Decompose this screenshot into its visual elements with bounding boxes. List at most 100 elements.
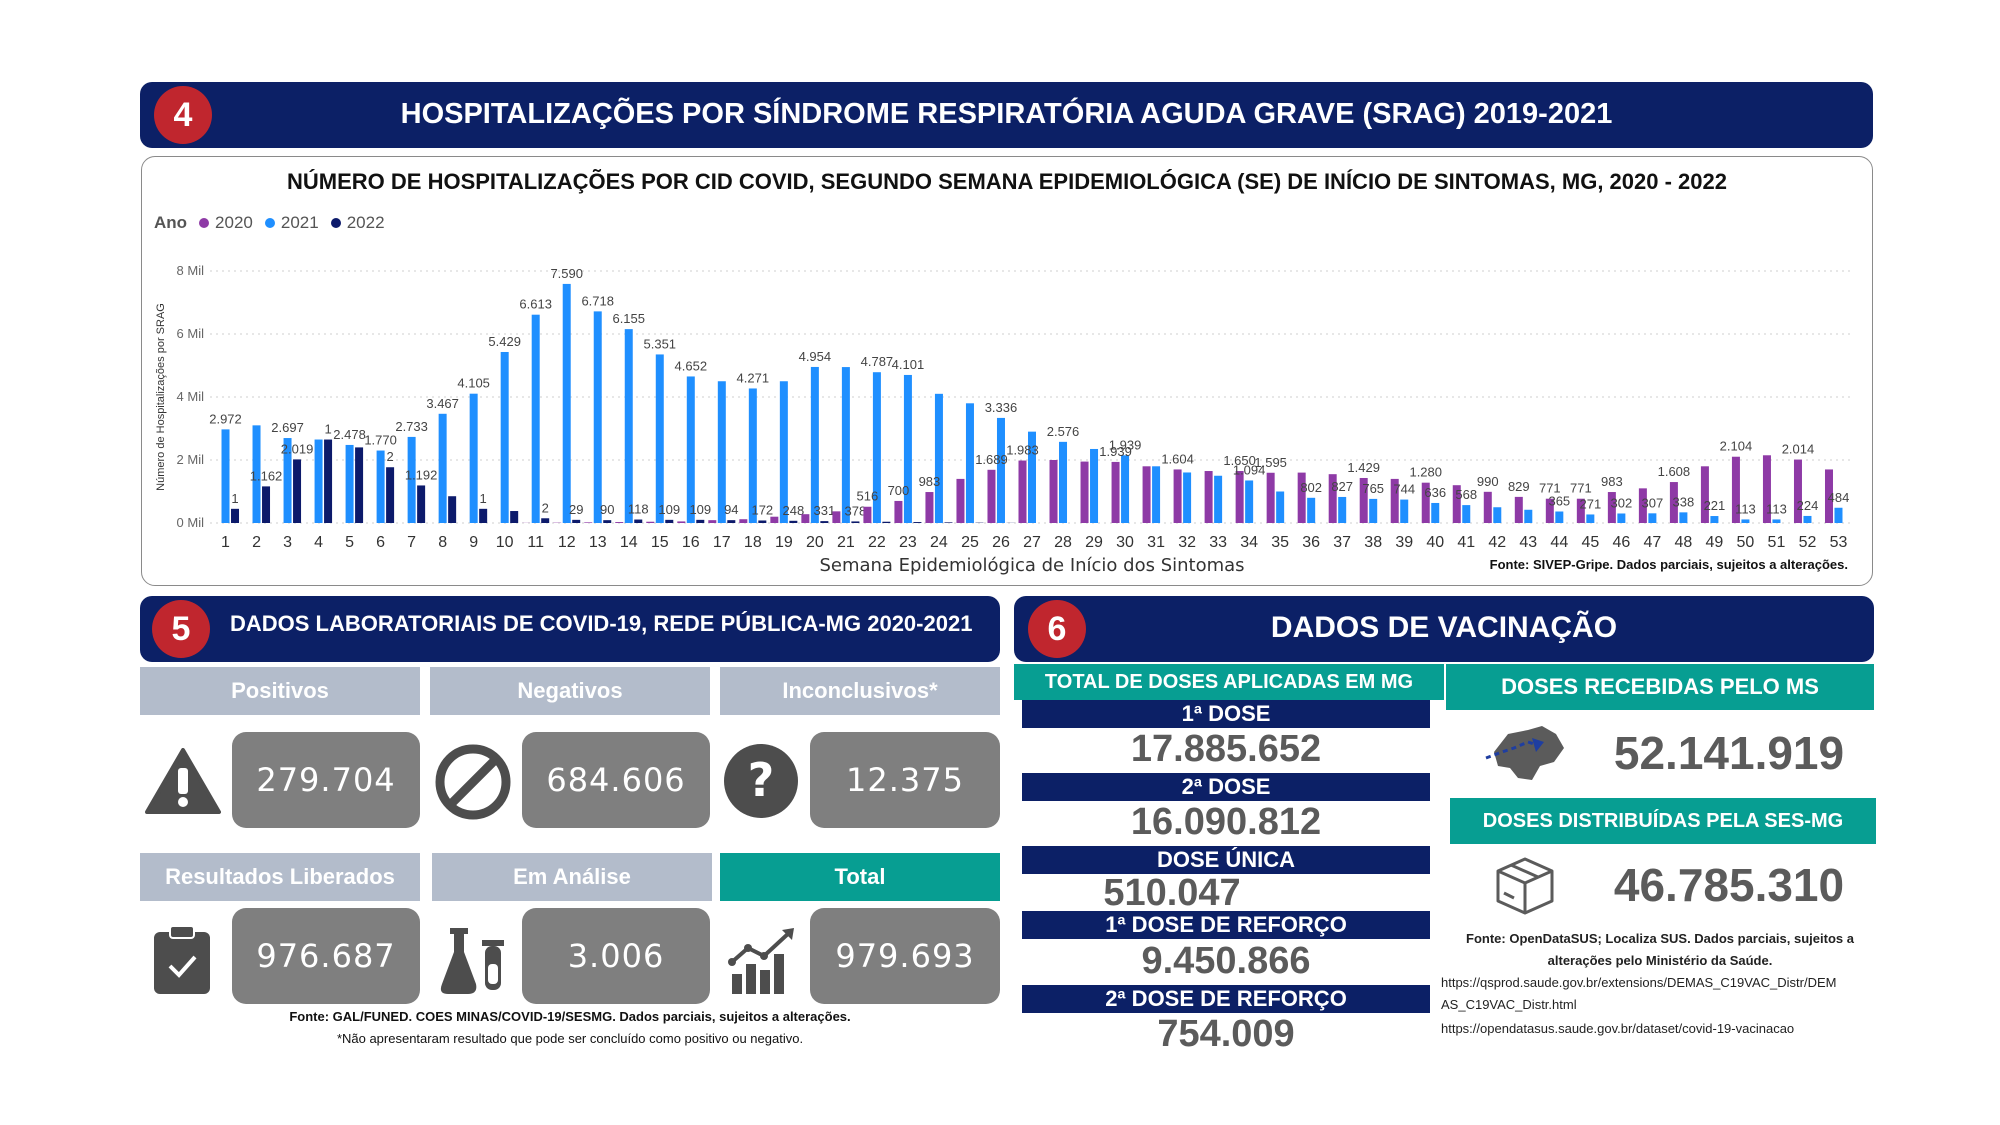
bar-2022 [541, 518, 550, 523]
bar-2021 [903, 374, 912, 523]
x-tick-label: 51 [1768, 534, 1786, 551]
data-label: 2 [542, 500, 549, 515]
x-axis-label: Semana Epidemiológica de Início dos Sint… [819, 555, 1244, 576]
positivos-value: 279.704 [232, 732, 420, 828]
data-label: 2.104 [1720, 439, 1753, 454]
x-tick-label: 5 [345, 534, 354, 551]
bar-2021 [531, 314, 540, 523]
section6-title: DADOS DE VACINAÇÃO [1270, 611, 1618, 644]
bar-2021 [1555, 511, 1564, 523]
bar-2022 [944, 522, 953, 523]
bar-2020 [1328, 474, 1337, 523]
bar-2021 [314, 439, 323, 523]
data-label: 109 [689, 502, 711, 517]
x-tick-label: 34 [1240, 534, 1258, 551]
bar-2020 [1173, 469, 1182, 523]
bar-2021 [1121, 455, 1130, 523]
bar-2020 [1762, 455, 1771, 523]
data-label: 1 [324, 422, 331, 437]
dose2-label: 2ª DOSE [1022, 773, 1430, 801]
data-label: 6.613 [519, 297, 552, 312]
section4-badge: 4 [154, 86, 212, 144]
data-label: 1.604 [1161, 451, 1194, 466]
x-tick-label: 16 [682, 534, 700, 551]
liberados-label: Resultados Liberados [140, 853, 420, 901]
bar-2022 [851, 521, 860, 523]
data-label: 29 [569, 502, 583, 517]
bar-2022 [727, 520, 736, 523]
y-tick-label: 6 Mil [177, 326, 205, 341]
x-tick-label: 15 [651, 534, 669, 551]
x-tick-label: 43 [1519, 534, 1537, 551]
x-tick-label: 26 [992, 534, 1010, 551]
data-label: 113 [1735, 501, 1756, 516]
data-label: 2.972 [209, 411, 242, 426]
question-icon: ? [724, 744, 798, 818]
data-label: 378 [845, 503, 867, 518]
prohibited-icon [435, 744, 511, 820]
bar-2021 [1214, 475, 1223, 523]
bar-2021 [345, 444, 354, 523]
bar-2020 [1297, 472, 1306, 523]
bar-2020 [1638, 488, 1647, 523]
map-mg-icon [1485, 726, 1564, 780]
x-tick-label: 32 [1178, 534, 1196, 551]
bar-2020 [1421, 482, 1430, 523]
section6-url2[interactable]: https://opendatasus.saude.gov.br/dataset… [1441, 1021, 1795, 1036]
data-label: 1.770 [364, 433, 397, 448]
x-tick-label: 7 [407, 534, 416, 551]
bar-2020 [615, 522, 624, 523]
data-label: 172 [751, 502, 773, 517]
x-tick-label: 25 [961, 534, 979, 551]
bar-2020 [1483, 491, 1492, 523]
x-tick-label: 9 [469, 534, 478, 551]
x-tick-label: 24 [930, 534, 948, 551]
data-label: 224 [1797, 498, 1819, 513]
bar-2020 [801, 514, 810, 523]
data-label: 1 [480, 491, 487, 506]
x-tick-label: 1 [221, 534, 230, 551]
x-tick-label: 53 [1830, 534, 1848, 551]
legend-dot-2021 [264, 218, 275, 228]
data-label: 90 [600, 502, 614, 517]
bar-2020 [1545, 498, 1554, 523]
x-tick-label: 2 [252, 534, 261, 551]
legend-label-2022: 2022 [346, 213, 385, 232]
bar-2020 [1204, 471, 1213, 523]
x-tick-label: 41 [1457, 534, 1475, 551]
data-label: 1.162 [250, 468, 283, 483]
bar-2022 [634, 519, 643, 523]
bar-2021 [1028, 431, 1036, 523]
x-tick-label: 11 [527, 534, 544, 551]
bar-2022 [882, 521, 891, 523]
y-tick-label: 2 Mil [177, 452, 205, 467]
bar-2021 [1276, 491, 1285, 523]
bar-2020 [1669, 482, 1678, 523]
x-tick-label: 36 [1302, 534, 1320, 551]
x-tick-label: 6 [376, 534, 385, 551]
positivos-label: Positivos [140, 667, 420, 715]
y-tick-label: 0 Mil [177, 515, 205, 530]
data-label: 1.595 [1254, 455, 1287, 470]
growth-chart-icon [728, 928, 794, 994]
x-tick-label: 37 [1333, 534, 1351, 551]
data-label: 2.014 [1782, 442, 1815, 457]
bar-2022 [386, 467, 395, 523]
section6-badge: 6 [1028, 600, 1086, 658]
bar-2020 [1142, 466, 1151, 523]
bar-2022 [572, 519, 581, 523]
bar-2021 [996, 417, 1005, 523]
x-tick-label: 23 [899, 534, 917, 551]
x-tick-label: 39 [1395, 534, 1413, 551]
section6-url1-a[interactable]: https://qsprod.saude.gov.br/extensions/D… [1441, 975, 1837, 990]
x-tick-label: 35 [1271, 534, 1289, 551]
bar-2021 [1431, 502, 1440, 523]
bar-2021 [810, 366, 819, 523]
section6-url1-b[interactable]: AS_C19VAC_Distr.html [1441, 997, 1577, 1012]
bar-2020 [1080, 461, 1089, 523]
bar-chart: 0 Mil 2 Mil 4 Mil 6 Mil 8 Mil Número de Hospi… [155, 263, 1854, 576]
reforco2-value: 754.009 [1157, 1013, 1295, 1055]
bar-2021 [376, 450, 385, 523]
data-label: 3.336 [985, 400, 1018, 415]
data-label: 221 [1704, 498, 1726, 513]
